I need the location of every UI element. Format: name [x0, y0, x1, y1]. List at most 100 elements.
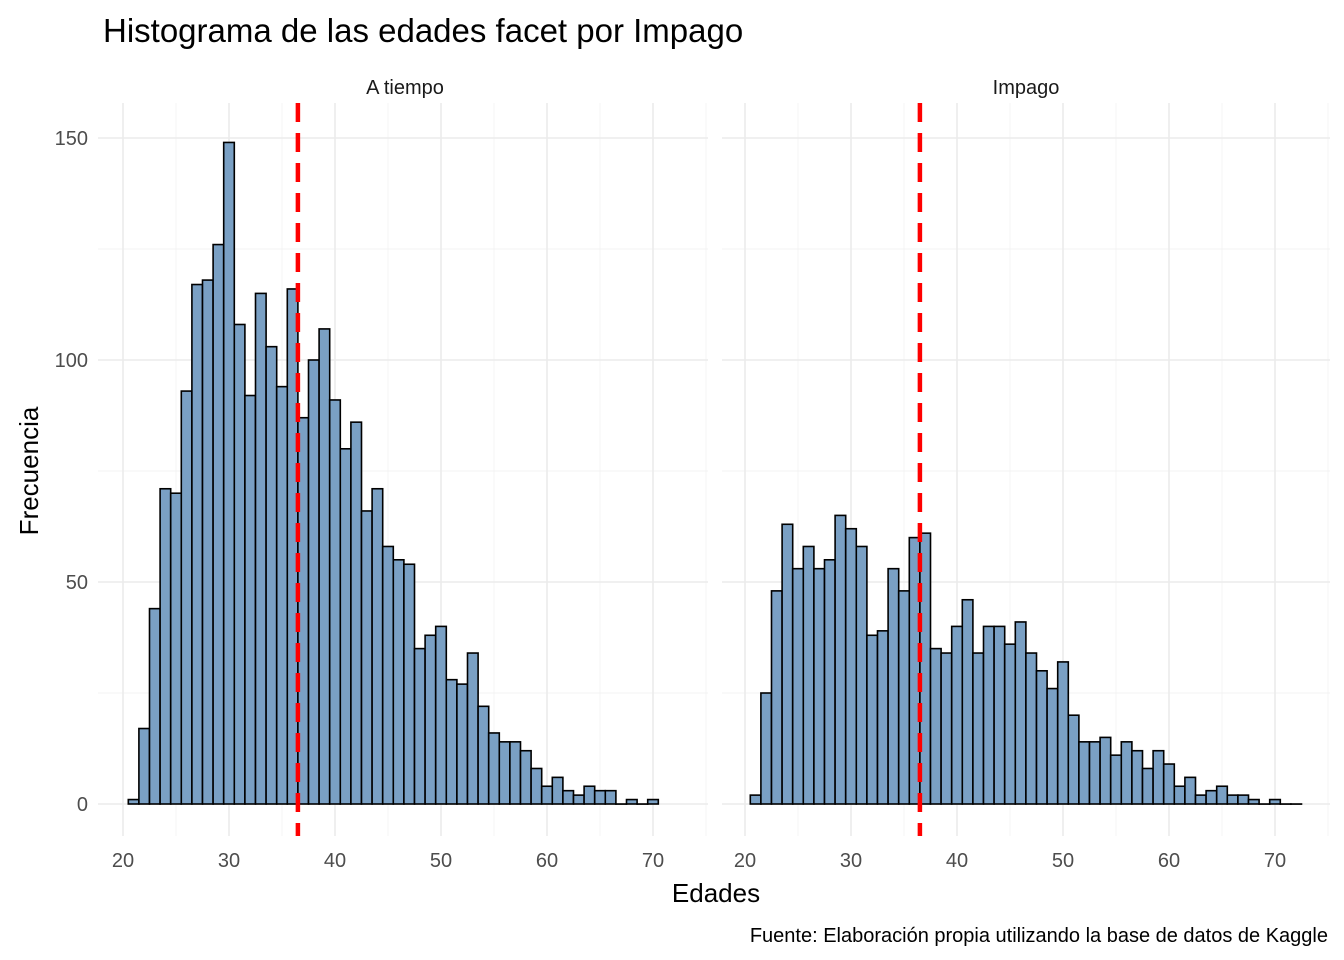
histogram-bar [498, 741, 511, 805]
x-tick-label: 60 [536, 850, 558, 872]
histogram-bar [1173, 785, 1186, 805]
histogram-bar [583, 785, 596, 805]
histogram-bar [760, 692, 773, 805]
histogram-bar [434, 625, 448, 805]
x-tick-label: 20 [112, 850, 134, 872]
histogram-bar [813, 567, 826, 805]
histogram-bar [392, 558, 405, 805]
y-tick-label: 50 [66, 572, 88, 594]
x-tick-label: 60 [1158, 850, 1180, 872]
histogram-bar [424, 634, 437, 805]
histogram-bar [1152, 749, 1165, 805]
histogram-bar [1141, 767, 1154, 805]
histogram-bar [876, 630, 889, 805]
x-tick-label: 30 [840, 850, 862, 872]
histogram-bar [1046, 687, 1059, 805]
histogram-bar [530, 767, 543, 805]
x-tick-label: 40 [324, 850, 346, 872]
histogram-bar [1131, 749, 1144, 805]
histogram-bar [1003, 643, 1017, 805]
histogram-bar [802, 545, 815, 805]
x-axis-title: Edades [672, 878, 760, 908]
histogram-bar [781, 523, 794, 805]
chart-caption: Fuente: Elaboración propia utilizando la… [750, 925, 1328, 947]
histogram-bar [519, 749, 532, 805]
histogram-bar [604, 789, 617, 805]
histogram-bar [318, 328, 331, 805]
histogram-bar [148, 607, 161, 805]
histogram-bar [371, 487, 384, 805]
histogram-bar [1205, 789, 1218, 805]
histogram-bar [770, 590, 783, 805]
histogram-bar [855, 545, 868, 805]
facet-panel-1: Impago 20 30 40 50 60 70 [722, 77, 1330, 872]
histogram-bar [456, 683, 469, 805]
histogram-bar [159, 487, 172, 805]
x-tick-label: 70 [642, 850, 664, 872]
histogram-bar [749, 794, 762, 805]
histogram-bar [823, 558, 836, 805]
histogram-bar [1226, 794, 1239, 805]
histogram-bar [844, 527, 858, 805]
histogram-bar [993, 625, 1006, 805]
histogram-bar [1237, 794, 1250, 805]
histogram-bar [1056, 661, 1070, 805]
x-tick-label: 70 [1264, 850, 1286, 872]
histogram-bar [328, 399, 342, 805]
histogram-bar [381, 545, 395, 805]
histogram-bar [222, 141, 236, 805]
histogram-bar [866, 634, 879, 805]
histogram-bar [562, 789, 575, 805]
histogram-bar [487, 732, 501, 805]
histogram-bar [1067, 714, 1080, 805]
histogram-bar [572, 794, 585, 805]
facet-strip-label: Impago [993, 77, 1060, 99]
histogram-bar [201, 279, 214, 805]
histogram-bar [1268, 798, 1282, 805]
histogram-bar [286, 288, 299, 805]
histogram-bar [509, 741, 522, 805]
facet-panels: 0 50 100 150 A tiempo 20 30 40 50 60 70 Impago 20 30 4… [55, 77, 1330, 872]
histogram-bar [593, 789, 607, 805]
histogram-bar [1184, 776, 1197, 805]
histogram-bar [940, 652, 953, 805]
histogram-bar [477, 705, 490, 805]
histogram-bar [791, 567, 805, 805]
histogram-bar [887, 567, 900, 805]
histogram-bar [127, 798, 140, 805]
histogram-bar [1109, 754, 1123, 805]
chart-title: Histograma de las edades facet por Impag… [103, 12, 743, 49]
histogram-bar [625, 798, 638, 805]
histogram-bar [307, 359, 320, 805]
histogram-bar [982, 625, 995, 805]
x-tick-label: 30 [218, 850, 240, 872]
histogram-bar [350, 421, 363, 805]
histogram-bar [275, 385, 289, 805]
y-tick-label: 150 [55, 128, 88, 150]
histogram-bar [972, 652, 985, 805]
histogram-bar [1078, 741, 1091, 805]
histogram-bar [339, 447, 352, 805]
x-tick-label: 50 [430, 850, 452, 872]
histogram-bar [254, 292, 267, 805]
histogram-bar [233, 323, 246, 805]
histogram-bar [1025, 652, 1038, 805]
histogram-bar [551, 776, 564, 805]
histogram-bar [950, 625, 964, 805]
y-tick-label: 100 [55, 350, 88, 372]
histogram-bar [1099, 736, 1112, 805]
x-tick-label: 40 [946, 850, 968, 872]
histogram-bar [929, 647, 942, 805]
histogram-bar [646, 798, 660, 805]
histogram-bar [403, 563, 416, 805]
histogram-bar [212, 243, 225, 805]
histogram-bar [834, 514, 847, 805]
histogram-bar [360, 510, 373, 805]
histogram-bar [244, 394, 257, 805]
histogram-bar [1120, 741, 1133, 805]
y-axis-title: Frecuencia [14, 406, 44, 535]
histogram-bar [1194, 794, 1207, 805]
y-tick-label: 0 [77, 794, 88, 816]
histogram-bar [265, 345, 278, 805]
